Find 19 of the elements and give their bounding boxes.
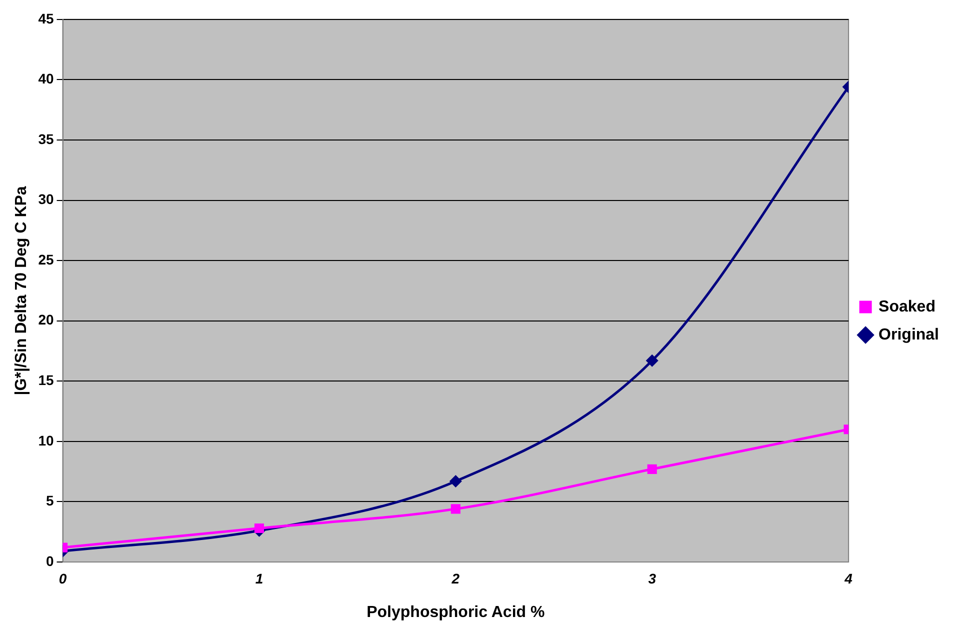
y-axis-title: |G*|/Sin Delta 70 Deg C KPa xyxy=(13,186,30,396)
y-tick-label: 15 xyxy=(38,372,54,388)
y-tick-label: 30 xyxy=(38,191,54,208)
x-axis-title: Polyphosphoric Acid % xyxy=(366,604,545,621)
y-tick-label: 25 xyxy=(38,251,54,268)
y-tick-label: 0 xyxy=(46,552,54,569)
x-tick-label: 3 xyxy=(648,570,656,586)
x-tick-label: 4 xyxy=(844,570,853,586)
x-tick-label: 1 xyxy=(255,570,264,586)
y-tick-label: 45 xyxy=(38,10,54,26)
y-tick-label: 40 xyxy=(38,70,54,87)
y-tick-label: 20 xyxy=(38,312,54,328)
x-tick-label: 2 xyxy=(450,570,460,586)
y-tick-label: 35 xyxy=(38,130,54,147)
x-tick-label: 0 xyxy=(58,570,67,586)
y-tick-label: 5 xyxy=(46,492,54,509)
y-tick-label: 10 xyxy=(38,432,54,448)
legend-label: Soaked xyxy=(878,298,936,316)
legend-label: Original xyxy=(878,326,939,344)
